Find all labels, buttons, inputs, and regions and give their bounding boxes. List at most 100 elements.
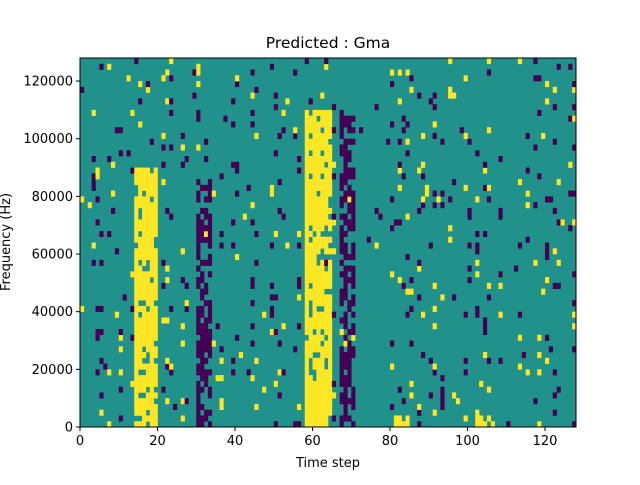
heatmap-cell: [145, 375, 151, 382]
heatmap-cell: [316, 248, 321, 255]
heatmap-cell: [351, 265, 356, 272]
heatmap-cell: [347, 156, 352, 163]
heatmap-cell: [204, 288, 209, 295]
heatmap-cell: [308, 144, 313, 151]
heatmap-cell: [339, 421, 344, 428]
heatmap-cell: [328, 219, 333, 226]
heatmap-cell: [324, 398, 329, 405]
heatmap-cell: [138, 236, 143, 243]
heatmap-cell: [134, 352, 139, 359]
heatmap-cell: [328, 132, 333, 140]
heatmap-cell: [331, 311, 337, 318]
heatmap-cell: [269, 63, 275, 70]
y-tick-label: 60000: [32, 248, 73, 263]
heatmap-cell: [320, 323, 325, 330]
heatmap-cell: [316, 230, 321, 238]
heatmap-cell: [87, 202, 92, 209]
heatmap-cell: [126, 150, 131, 157]
heatmap-cell: [328, 127, 333, 134]
heatmap-cell: [304, 184, 309, 191]
heatmap-cell: [250, 323, 255, 330]
heatmap-cell: [138, 184, 143, 191]
heatmap-cell: [196, 242, 201, 249]
heatmap-cell: [196, 369, 201, 376]
heatmap-cell: [328, 340, 333, 347]
heatmap-cell: [308, 230, 313, 238]
x-tick-label: 60: [304, 434, 321, 449]
heatmap-cell: [153, 271, 158, 278]
heatmap-cell: [347, 375, 352, 382]
heatmap-cell: [486, 386, 492, 393]
heatmap-cell: [204, 184, 209, 191]
heatmap-cell: [328, 375, 333, 382]
heatmap-cell: [231, 242, 236, 249]
heatmap-cell: [347, 167, 352, 174]
heatmap-cell: [138, 409, 143, 416]
heatmap-cell: [138, 265, 143, 272]
heatmap-cell: [316, 156, 321, 163]
heatmap-cell: [316, 265, 321, 272]
heatmap-cell: [312, 127, 317, 134]
heatmap-cell: [316, 415, 321, 422]
heatmap-cell: [320, 265, 325, 272]
heatmap-cell: [324, 392, 329, 399]
heatmap-cell: [145, 202, 151, 209]
heatmap-cell: [343, 386, 348, 393]
heatmap-cell: [107, 156, 112, 163]
heatmap-cell: [324, 409, 329, 416]
heatmap-cell: [556, 219, 561, 226]
heatmap-cell: [204, 369, 209, 376]
heatmap-cell: [343, 144, 348, 151]
heatmap-cell: [475, 305, 480, 312]
heatmap-cell: [320, 202, 325, 209]
heatmap-cell: [448, 58, 453, 65]
heatmap-cell: [316, 213, 321, 220]
heatmap-cell: [320, 156, 325, 163]
heatmap-cell: [277, 392, 282, 399]
heatmap-cell: [572, 81, 577, 88]
heatmap-cell: [118, 346, 123, 353]
heatmap-cell: [324, 156, 329, 163]
heatmap-cell: [432, 121, 437, 128]
heatmap-cell: [153, 380, 158, 387]
heatmap-cell: [448, 236, 453, 243]
heatmap-cell: [207, 254, 213, 261]
heatmap-cell: [273, 230, 278, 238]
heatmap-cell: [351, 346, 356, 353]
heatmap-cell: [339, 317, 344, 324]
heatmap-cell: [269, 242, 275, 249]
heatmap-cell: [134, 357, 139, 364]
heatmap-cell: [145, 207, 151, 214]
heatmap-cell: [153, 230, 158, 238]
heatmap-cell: [320, 346, 325, 353]
heatmap-cell: [320, 144, 325, 151]
heatmap-cell: [339, 109, 344, 116]
heatmap-cell: [200, 375, 205, 382]
heatmap-cell: [328, 346, 333, 353]
heatmap-cell: [405, 254, 410, 261]
y-tick-label: 40000: [32, 305, 73, 320]
heatmap-cell: [145, 179, 151, 186]
heatmap-cell: [142, 340, 147, 347]
heatmap-cell: [405, 138, 410, 145]
heatmap-cell: [235, 161, 240, 168]
heatmap-cell: [196, 236, 201, 243]
heatmap-cell: [196, 415, 201, 422]
heatmap-cell: [134, 421, 139, 428]
heatmap-cell: [324, 328, 329, 336]
heatmap-cell: [324, 340, 329, 347]
heatmap-cell: [308, 196, 313, 203]
heatmap-cell: [324, 242, 329, 249]
heatmap-cell: [351, 138, 356, 145]
heatmap-cell: [320, 392, 325, 399]
heatmap-cell: [537, 369, 542, 376]
heatmap-cell: [138, 357, 143, 364]
heatmap-cell: [153, 190, 158, 197]
heatmap-cell: [235, 75, 240, 82]
heatmap-cell: [486, 127, 492, 134]
heatmap-cell: [304, 150, 309, 157]
heatmap-cell: [165, 277, 170, 284]
heatmap-cell: [417, 294, 422, 301]
heatmap-cell: [149, 398, 154, 405]
heatmap-cell: [312, 138, 317, 145]
